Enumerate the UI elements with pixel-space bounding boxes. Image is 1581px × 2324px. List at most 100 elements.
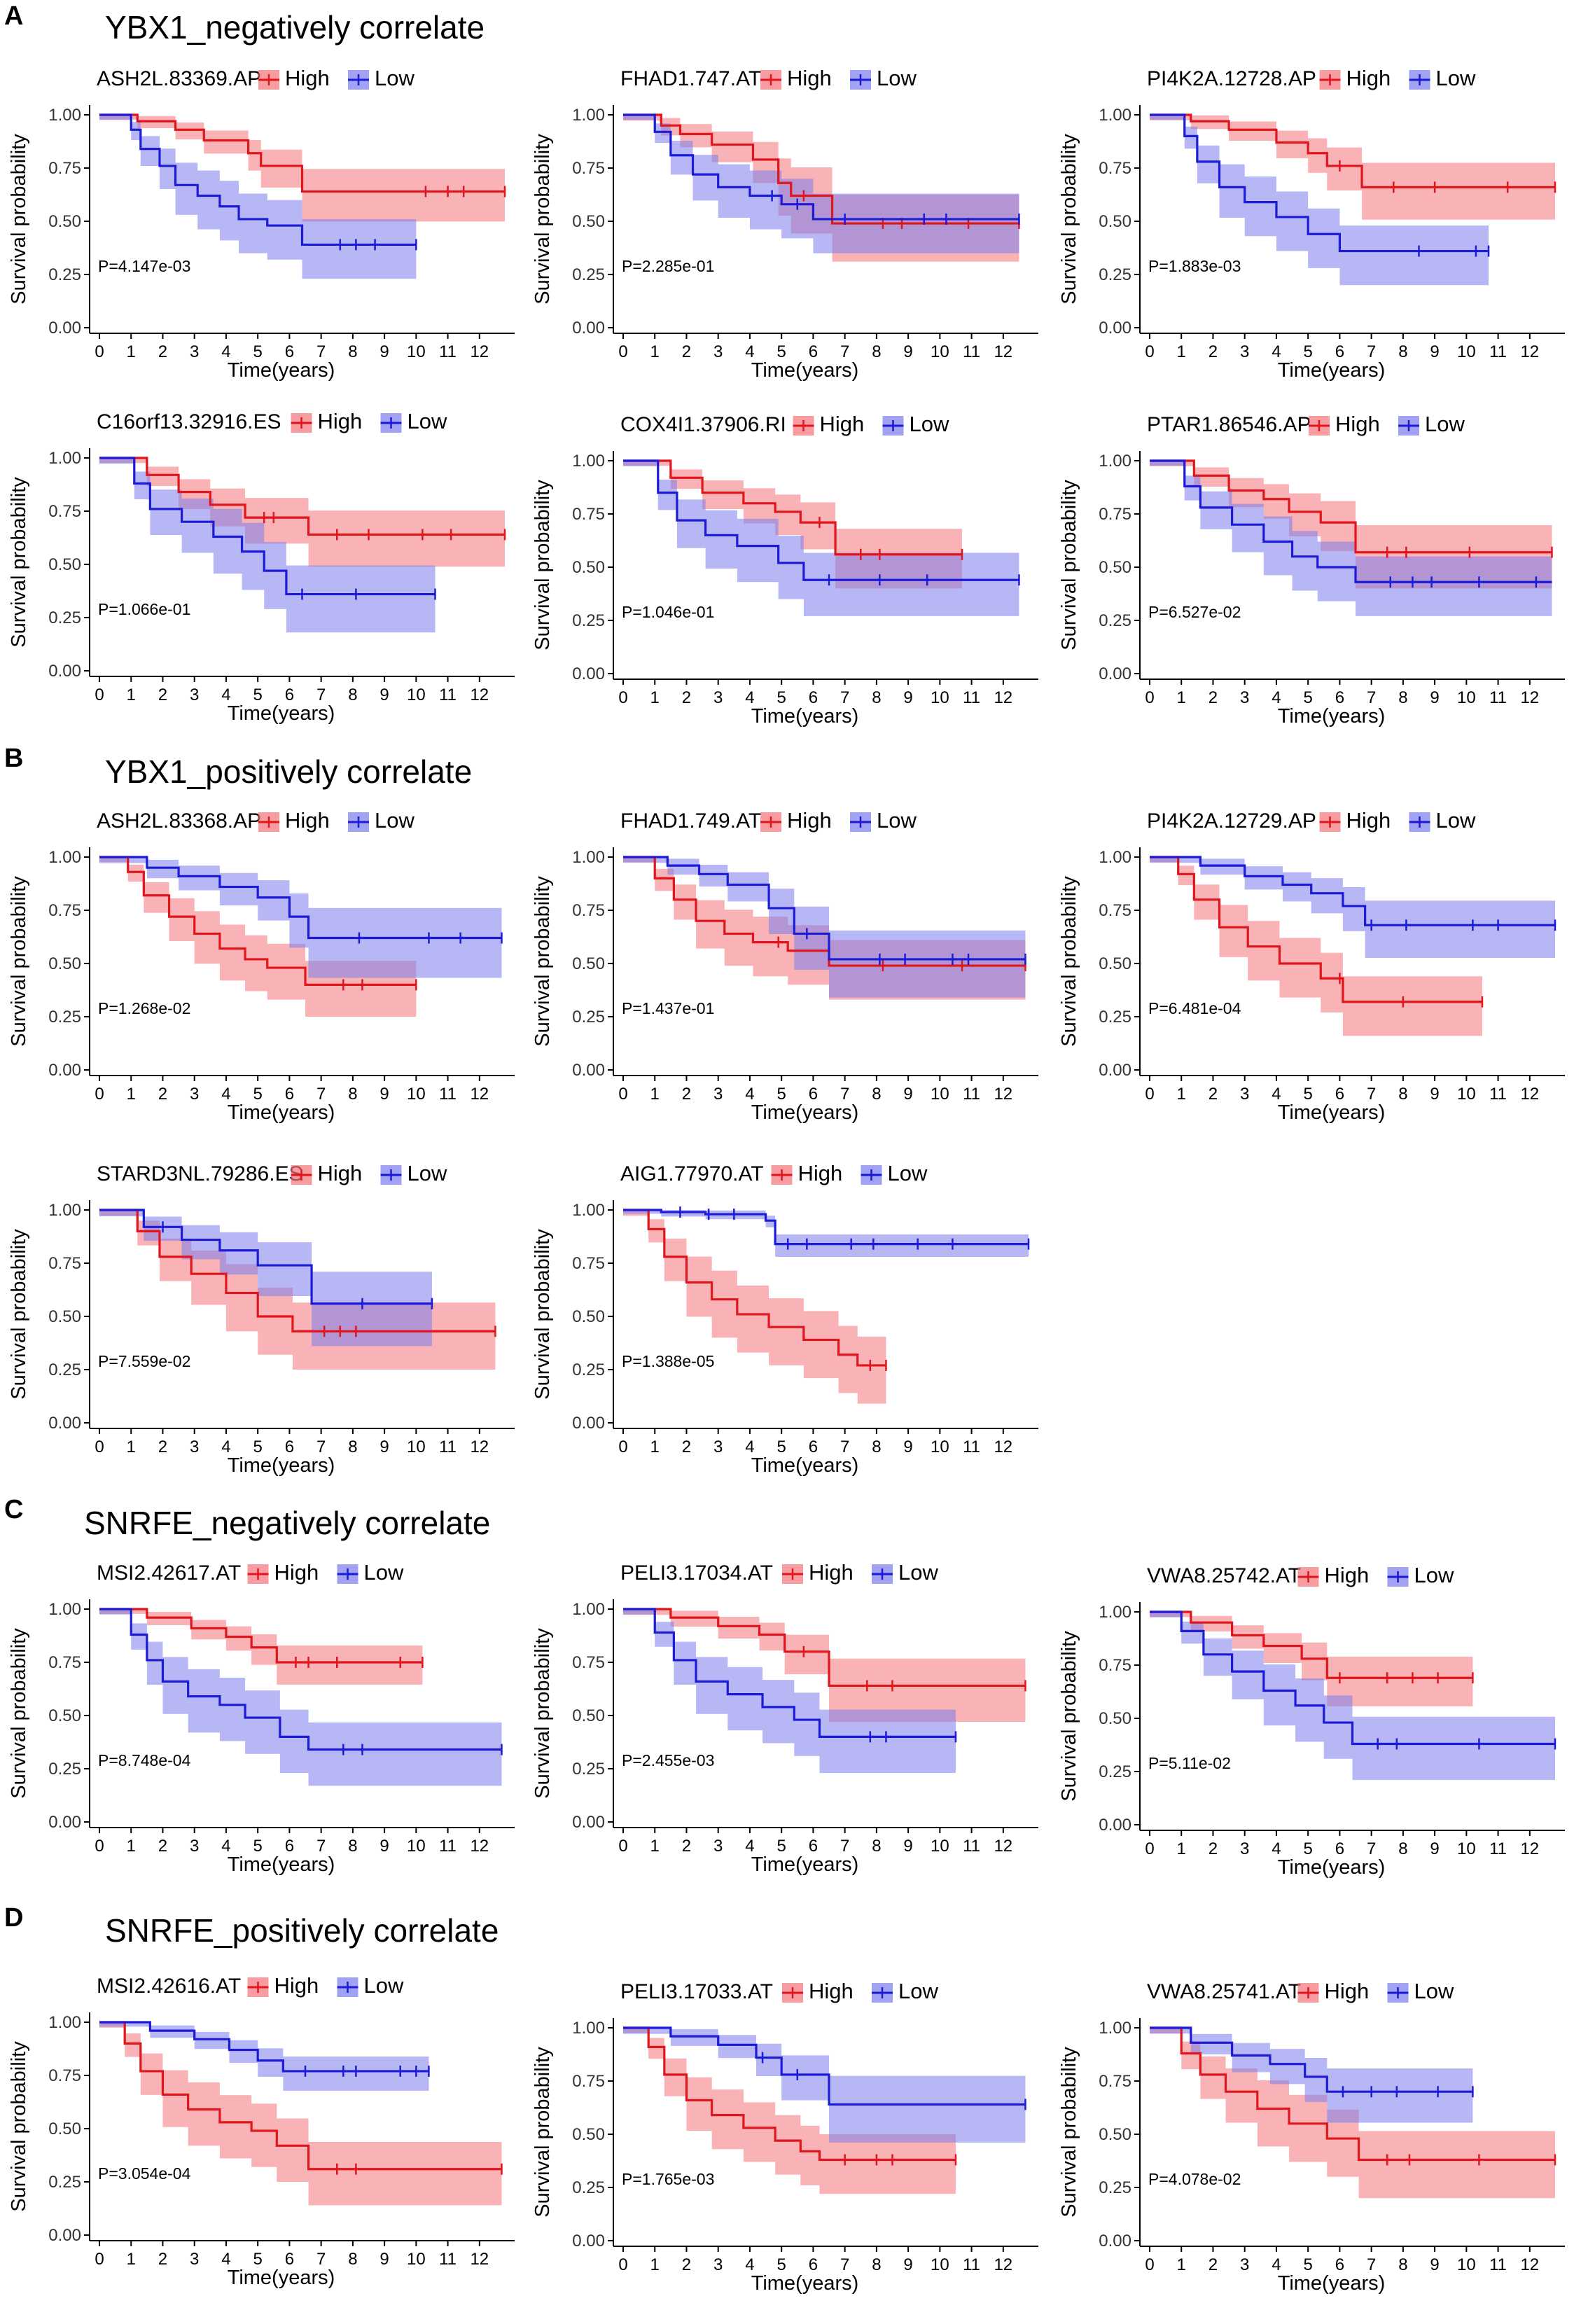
y-tick-label: 1.00 [48,106,81,125]
y-tick-label: 0.00 [572,319,605,338]
x-tick-label: 11 [439,1438,457,1456]
x-tick-label: 7 [316,1085,326,1104]
x-tick-label: 11 [1489,342,1507,361]
x-axis-title: Time(years) [751,2272,859,2295]
low-survival-curve [623,856,1026,961]
x-tick-label: 0 [1145,1085,1154,1104]
y-axis-title: Survival probability [1058,2047,1080,2218]
y-tick-label: 1.00 [572,2019,605,2038]
low-survival-curve [623,459,1019,581]
y-tick-label: 0.75 [48,502,81,521]
y-tick-label: 1.00 [48,1600,81,1619]
x-tick-label: 8 [1398,1839,1407,1858]
x-tick-label: 6 [1335,2255,1344,2274]
x-tick-label: 4 [221,2250,230,2269]
y-tick-label: 0.50 [572,212,605,231]
y-tick-label: 0.75 [572,1653,605,1672]
x-tick-label: 9 [379,1438,389,1456]
x-tick-label: 11 [963,1837,980,1856]
high-legend-label: High [1346,808,1391,833]
x-tick-label: 8 [872,688,881,707]
x-tick-label: 3 [190,686,199,704]
x-axis-title: Time(years) [1278,359,1386,382]
km-chart-svg: 0.000.250.500.751.000 1 2 3 4 5 6 7 8 9 10 11 12Time… [531,1161,1038,1477]
x-tick-label: 7 [1367,342,1376,361]
km-chart-svg: 0.000.250.500.751.000 1 2 3 4 5 6 7 8 9 10 11 12Time… [8,409,515,725]
x-axis-title: Time(years) [1278,2272,1386,2295]
x-tick-label: 2 [158,2250,167,2269]
x-tick-label: 9 [903,2255,912,2274]
x-tick-label: 3 [713,688,723,707]
km-panel: 0.00 0.25 0.50 0.75 1.00 0 1 2 3 4 5 6 7 8 9 10 11 12 Time… [524,1556,1042,1885]
y-axis-title: Survival probability [531,134,554,305]
km-chart-svg: 0.000.250.500.751.000 1 2 3 4 5 6 7 8 9 10 11 12Time… [531,1979,1038,2295]
low-legend-label: Low [1414,1979,1454,2003]
x-tick-label: 12 [1520,1085,1539,1104]
y-axis-title: Survival probability [8,1229,30,1400]
high-survival-curve [99,1608,423,1664]
low-confidence-band [1150,857,1555,959]
x-tick-label: 1 [1177,342,1186,361]
x-tick-label: 11 [963,2255,980,2274]
km-chart-svg: 0.000.250.500.751.000 1 2 3 4 5 6 7 8 9 10 11 12Time… [8,1560,515,1876]
x-tick-label: 0 [618,1085,627,1104]
x-tick-label: 7 [840,1438,849,1456]
low-confidence-band [99,1609,502,1786]
km-chart-svg: 0.000.250.500.751.000 1 2 3 4 5 6 7 8 9 10 11 12Time… [531,1560,1038,1876]
x-tick-label: 1 [1177,2255,1186,2274]
x-tick-label: 4 [745,1837,754,1856]
x-tick-label: 5 [776,342,786,361]
x-tick-label: 2 [1209,1085,1218,1104]
x-tick-label: 1 [127,342,136,361]
y-tick-label: 1.00 [48,1201,81,1220]
x-tick-label: 3 [713,2255,723,2274]
x-tick-label: 12 [470,1837,489,1856]
x-tick-label: 12 [994,1085,1012,1104]
y-tick-label: 0.25 [48,1008,81,1027]
y-tick-label: 0.00 [48,1061,81,1080]
low-confidence-band [1150,2028,1473,2123]
y-tick-label: 0.25 [572,1361,605,1379]
x-tick-label: 5 [253,342,262,361]
legend-title: FHAD1.749.AT [620,809,761,833]
high-confidence-band [623,1609,1026,1722]
low-legend-label: Low [910,412,949,436]
low-legend-label: Low [877,808,917,833]
x-tick-label: 1 [650,1085,660,1104]
low-confidence-band [1150,115,1489,286]
x-tick-label: 6 [809,688,818,707]
high-legend-label: High [809,1979,854,2003]
y-tick-label: 0.50 [48,1706,81,1725]
p-value-label: P=8.748e-04 [98,1751,191,1769]
x-tick-label: 0 [1145,342,1154,361]
km-panel: 0.00 0.25 0.50 0.75 1.00 0 1 2 3 4 5 6 7 8 9 10 11 12 Time… [1050,408,1568,737]
x-tick-label: 4 [221,1085,230,1104]
x-tick-label: 10 [1457,1839,1476,1858]
x-tick-label: 7 [1367,688,1376,707]
x-tick-label: 3 [1240,2255,1249,2274]
x-tick-label: 3 [190,1837,199,1856]
high-confidence-band [623,2028,956,2194]
km-chart-svg: 0.000.250.500.751.000 1 2 3 4 5 6 7 8 9 10 11 12Time… [1058,1563,1565,1879]
x-tick-label: 7 [1367,1085,1376,1104]
high-legend-label: High [1325,1979,1370,2003]
km-panel: 0.00 0.25 0.50 0.75 1.00 0 1 2 3 4 5 6 7 8 9 10 11 12 Time… [1050,1975,1568,2304]
x-tick-label: 9 [903,1438,912,1456]
x-tick-label: 4 [221,1438,230,1456]
x-tick-label: 3 [1240,688,1249,707]
x-tick-label: 10 [1457,688,1476,707]
high-survival-curve [1150,1610,1473,1679]
x-tick-label: 8 [872,1837,881,1856]
low-legend-label: Low [877,66,917,90]
x-tick-label: 1 [127,2250,136,2269]
x-tick-label: 6 [809,2255,818,2274]
x-tick-label: 8 [1398,342,1407,361]
y-tick-label: 1.00 [1099,2019,1131,2038]
x-tick-label: 12 [1520,1839,1539,1858]
low-confidence-band [1150,1612,1555,1781]
x-tick-label: 2 [1209,688,1218,707]
y-tick-label: 0.00 [48,662,81,681]
low-legend-label: Low [364,1973,404,1998]
y-tick-label: 0.25 [572,2178,605,2197]
p-value-label: P=2.285e-01 [622,257,714,275]
